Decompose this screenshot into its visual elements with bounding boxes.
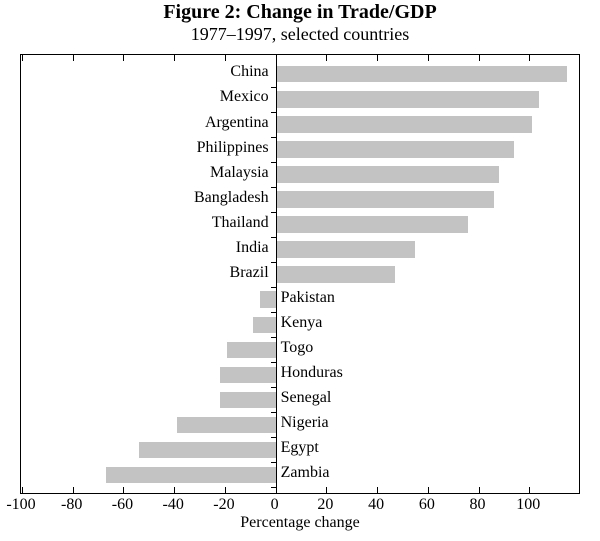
bar-bangladesh [276, 191, 494, 207]
bar-brazil [276, 266, 395, 282]
x-tick-label: -20 [213, 496, 234, 514]
figure-subtitle: 1977–1997, selected countries [0, 24, 600, 46]
x-tick [73, 487, 74, 493]
bar-senegal [220, 392, 276, 408]
bar-egypt [139, 442, 276, 458]
x-tick [22, 487, 23, 493]
bar-pakistan [260, 291, 275, 307]
bar-zambia [106, 467, 276, 483]
bar-honduras [220, 367, 276, 383]
bar-togo [227, 342, 275, 358]
bar-kenya [253, 317, 276, 333]
x-tick [276, 55, 277, 61]
bar-malaysia [276, 166, 499, 182]
bar-china [276, 66, 568, 82]
x-tick [22, 55, 23, 61]
figure-2: Figure 2: Change in Trade/GDP 1977–1997,… [0, 0, 600, 541]
x-tick [428, 55, 429, 61]
x-tick [73, 55, 74, 61]
x-tick [225, 55, 226, 61]
zero-line [276, 55, 277, 493]
chart-container: ChinaMexicoArgentinaPhilippinesMalaysiaB… [20, 54, 580, 494]
x-axis-label: Percentage change [240, 514, 359, 532]
bar-mexico [276, 91, 540, 107]
x-tick [377, 55, 378, 61]
bar-nigeria [177, 417, 276, 433]
bar-india [276, 241, 416, 257]
x-tick-label: -60 [112, 496, 133, 514]
x-tick [123, 55, 124, 61]
plot-area [20, 54, 580, 494]
x-tick-label: 20 [317, 496, 333, 514]
x-tick [174, 55, 175, 61]
x-tick [225, 487, 226, 493]
x-tick [479, 55, 480, 61]
x-tick [479, 487, 480, 493]
x-tick [174, 487, 175, 493]
x-tick [377, 487, 378, 493]
x-tick-label: 80 [470, 496, 486, 514]
x-tick [529, 55, 530, 61]
x-tick-label: 60 [419, 496, 435, 514]
x-tick-label: 40 [368, 496, 384, 514]
bar-philippines [276, 141, 514, 157]
x-tick [428, 487, 429, 493]
bar-thailand [276, 216, 469, 232]
bar-argentina [276, 116, 532, 132]
x-tick [123, 487, 124, 493]
x-tick [529, 487, 530, 493]
x-tick [326, 487, 327, 493]
x-tick-label: 100 [516, 496, 540, 514]
x-tick-label: -100 [6, 496, 35, 514]
x-tick [276, 487, 277, 493]
figure-title: Figure 2: Change in Trade/GDP [0, 0, 600, 24]
x-tick-label: 0 [271, 496, 279, 514]
x-tick [326, 55, 327, 61]
x-tick-label: -80 [61, 496, 82, 514]
x-tick-label: -40 [163, 496, 184, 514]
